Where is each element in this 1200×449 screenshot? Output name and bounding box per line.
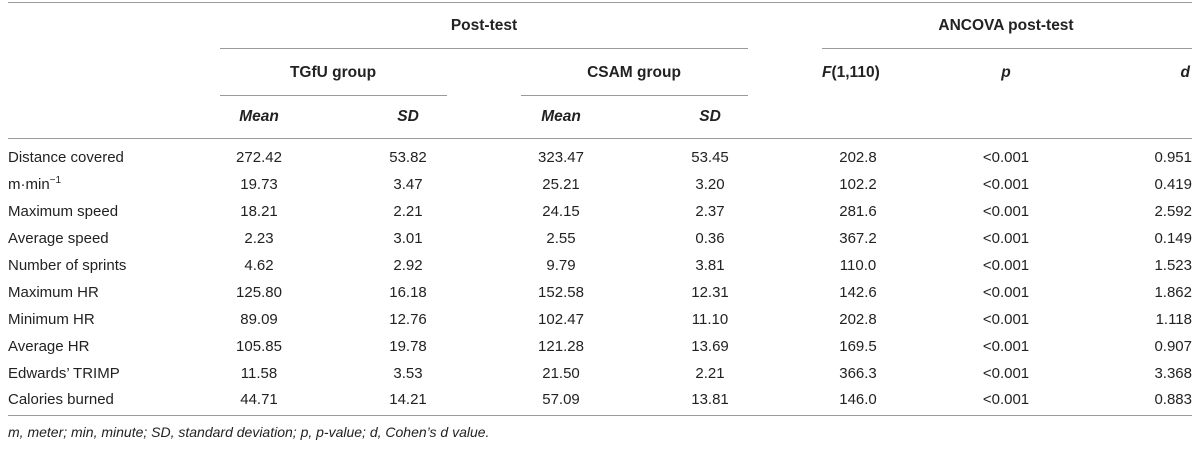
- d-cell: 0.419: [1154, 176, 1192, 193]
- csam-sd-cell: 13.81: [691, 391, 729, 408]
- table-bottom-rule: [8, 415, 1192, 416]
- p-cell: <0.001: [982, 284, 1030, 301]
- p-cell: <0.001: [982, 257, 1030, 274]
- tgfu-sd-cell: 3.47: [393, 176, 423, 193]
- p-cell: <0.001: [982, 311, 1030, 328]
- f-cell: 202.8: [839, 311, 877, 328]
- csam-mean-cell: 21.50: [542, 365, 580, 382]
- p-cell: <0.001: [982, 365, 1030, 382]
- row-label: Average speed: [8, 230, 109, 247]
- csam-mean-cell: 57.09: [542, 391, 580, 408]
- csam-sd-cell: 3.20: [695, 176, 725, 193]
- row-label: m·min−1: [8, 175, 62, 194]
- tgfu-mean-cell: 18.21: [240, 203, 278, 220]
- tgfu-underline: [220, 95, 447, 96]
- header-bottom-rule: [8, 138, 1192, 139]
- d-value-header: d: [1180, 64, 1190, 81]
- f-cell: 102.2: [839, 176, 877, 193]
- d-cell: 1.523: [1154, 257, 1192, 274]
- tgfu-sd-cell: 14.21: [389, 391, 427, 408]
- tgfu-mean-cell: 19.73: [240, 176, 278, 193]
- csam-sd-cell: 53.45: [691, 149, 729, 166]
- row-label: Minimum HR: [8, 311, 95, 328]
- d-cell: 0.907: [1154, 338, 1192, 355]
- tgfu-mean-cell: 44.71: [240, 391, 278, 408]
- post-test-header: Post-test: [450, 17, 518, 34]
- csam-sd-cell: 13.69: [691, 338, 729, 355]
- tgfu-sd-cell: 16.18: [389, 284, 427, 301]
- csam-mean-cell: 9.79: [546, 257, 576, 274]
- tgfu-sd-cell: 2.92: [393, 257, 423, 274]
- row-label: Average HR: [8, 338, 90, 355]
- p-cell: <0.001: [982, 149, 1030, 166]
- row-label: Edwards’ TRIMP: [8, 365, 120, 382]
- f-cell: 367.2: [839, 230, 877, 247]
- csam-sd-cell: 0.36: [695, 230, 725, 247]
- f-cell: 202.8: [839, 149, 877, 166]
- d-cell: 1.862: [1154, 284, 1192, 301]
- tgfu-sd-header: SD: [397, 108, 419, 125]
- post-test-underline: [220, 48, 748, 49]
- d-cell: 0.149: [1154, 230, 1192, 247]
- ancova-underline: [822, 48, 1192, 49]
- csam-underline: [521, 95, 748, 96]
- row-label: Distance covered: [8, 149, 124, 166]
- d-cell: 1.118: [1155, 311, 1192, 328]
- csam-sd-cell: 12.31: [691, 284, 729, 301]
- tgfu-sd-cell: 19.78: [389, 338, 427, 355]
- p-cell: <0.001: [982, 203, 1030, 220]
- f-cell: 110.0: [839, 257, 877, 274]
- p-value-header: p: [1001, 64, 1011, 81]
- tgfu-mean-cell: 4.62: [244, 257, 274, 274]
- csam-mean-cell: 323.47: [538, 149, 584, 166]
- f-statistic-header: F(1,110): [822, 64, 880, 81]
- csam-mean-cell: 121.28: [538, 338, 584, 355]
- f-cell: 281.6: [839, 203, 877, 220]
- tgfu-sd-cell: 53.82: [389, 149, 427, 166]
- tgfu-mean-cell: 11.58: [240, 365, 278, 382]
- csam-sd-cell: 3.81: [695, 257, 725, 274]
- csam-mean-cell: 25.21: [542, 176, 580, 193]
- csam-sd-header: SD: [699, 108, 721, 125]
- tgfu-mean-cell: 105.85: [236, 338, 282, 355]
- p-cell: <0.001: [982, 338, 1030, 355]
- d-cell: 0.951: [1154, 149, 1192, 166]
- table-top-rule: [8, 2, 1192, 3]
- csam-mean-cell: 24.15: [542, 203, 580, 220]
- d-cell: 2.592: [1154, 203, 1192, 220]
- csam-sd-cell: 11.10: [691, 311, 729, 328]
- csam-mean-cell: 2.55: [546, 230, 576, 247]
- csam-mean-header: Mean: [541, 108, 581, 125]
- tgfu-mean-cell: 272.42: [236, 149, 282, 166]
- p-cell: <0.001: [982, 176, 1030, 193]
- f-cell: 169.5: [839, 338, 877, 355]
- tgfu-sd-cell: 12.76: [389, 311, 427, 328]
- csam-sd-cell: 2.21: [695, 365, 725, 382]
- p-cell: <0.001: [982, 230, 1030, 247]
- tgfu-sd-cell: 3.01: [393, 230, 423, 247]
- tgfu-mean-cell: 89.09: [240, 311, 278, 328]
- d-cell: 0.883: [1154, 391, 1192, 408]
- tgfu-mean-cell: 125.80: [236, 284, 282, 301]
- csam-mean-cell: 102.47: [538, 311, 584, 328]
- row-label: Maximum HR: [8, 284, 99, 301]
- tgfu-group-header: TGfU group: [289, 64, 377, 81]
- f-cell: 146.0: [839, 391, 877, 408]
- csam-sd-cell: 2.37: [695, 203, 725, 220]
- d-cell: 3.368: [1154, 365, 1192, 382]
- tgfu-sd-cell: 3.53: [393, 365, 423, 382]
- p-cell: <0.001: [982, 391, 1030, 408]
- csam-mean-cell: 152.58: [538, 284, 584, 301]
- tgfu-mean-cell: 2.23: [244, 230, 274, 247]
- row-label: Number of sprints: [8, 257, 127, 274]
- row-label: Calories burned: [8, 391, 114, 408]
- f-cell: 142.6: [839, 284, 877, 301]
- row-label: Maximum speed: [8, 203, 119, 220]
- tgfu-mean-header: Mean: [239, 108, 279, 125]
- csam-group-header: CSAM group: [587, 64, 681, 81]
- table-footnote: m, meter; min, minute; SD, standard devi…: [8, 424, 490, 440]
- f-cell: 366.3: [839, 365, 877, 382]
- tgfu-sd-cell: 2.21: [393, 203, 423, 220]
- ancova-header: ANCOVA post-test: [938, 17, 1074, 34]
